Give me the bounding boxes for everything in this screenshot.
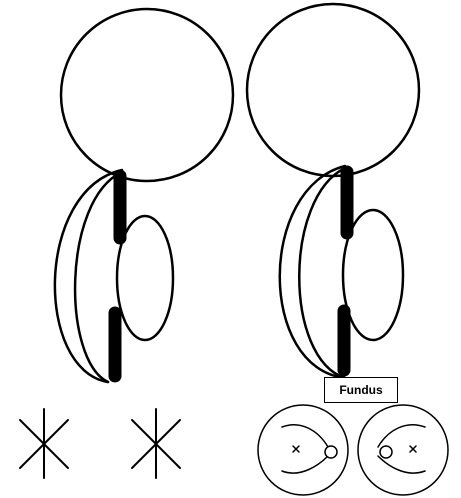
left-lens-inner: [73, 170, 124, 384]
right-cross-symbol: [131, 408, 181, 479]
right-small-ellipse: [341, 208, 405, 342]
left-fundus-optic-disc: [324, 445, 338, 459]
left-small-ellipse: [115, 214, 175, 342]
left-cross-symbol: [19, 408, 69, 479]
right-lens-outer: [278, 164, 347, 380]
left-fundus-vessel-upper: [281, 424, 329, 448]
right-fundus-vessel-upper: [377, 424, 426, 448]
left-top-circle: [59, 7, 235, 183]
right-top-circle: [245, 2, 421, 178]
right-fundus: [357, 404, 449, 496]
right-fundus-optic-disc: [379, 445, 393, 459]
fundus-label-text: Fundus: [339, 383, 383, 397]
left-fundus-macula-icon: [292, 445, 300, 453]
right-fundus-macula-icon: [409, 445, 417, 453]
right-lens-inner: [298, 166, 347, 380]
left-eye: [53, 7, 235, 384]
left-fundus-vessel-lower: [281, 455, 329, 474]
right-fundus-vessel-lower: [377, 455, 426, 474]
left-fundus-outline: [257, 404, 349, 496]
left-lens-outer: [53, 168, 124, 384]
left-fundus: [257, 404, 349, 496]
right-fundus-outline: [357, 404, 449, 496]
fundus-label: Fundus: [324, 377, 398, 403]
right-eye: [245, 2, 421, 380]
